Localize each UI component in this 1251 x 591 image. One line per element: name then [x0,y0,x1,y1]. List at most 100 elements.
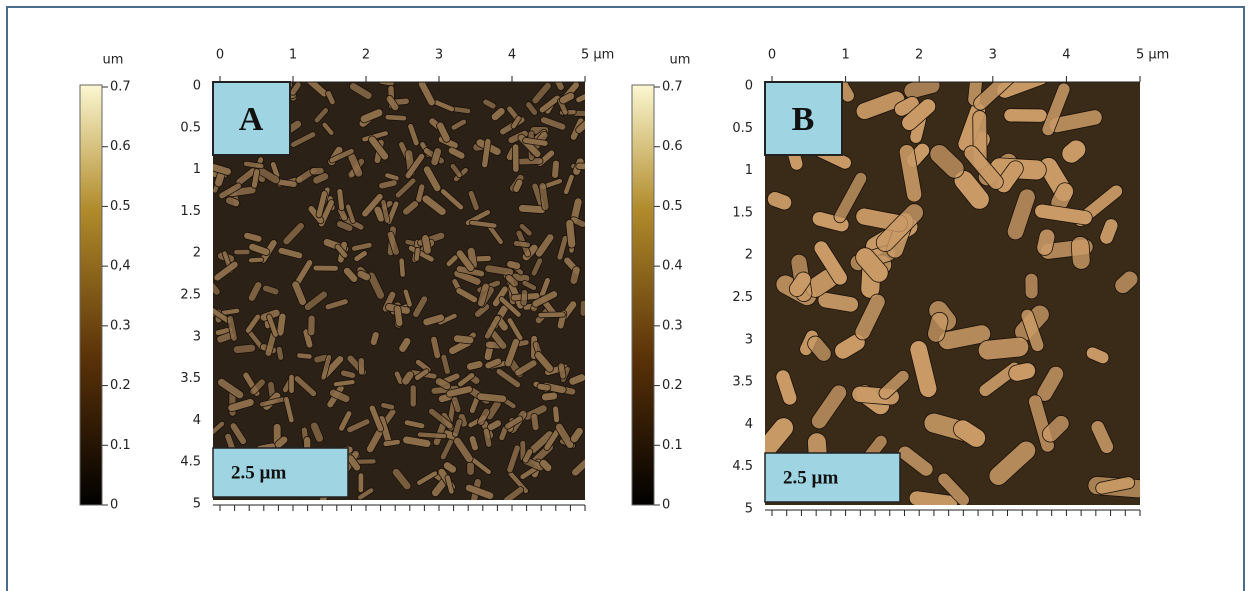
cell [342,266,359,283]
cell [973,82,1022,111]
y-tick-label: 1 [193,162,201,177]
y-tick-label: 1 [745,163,753,178]
cell [504,273,519,288]
cell [213,260,239,282]
colorbar-tick-label: 0.7 [110,80,131,95]
cell [225,196,241,208]
cell [380,199,391,224]
cell [274,435,289,449]
x-tick-label: 2 [362,48,370,63]
x-tick-label: 2 [915,48,923,63]
colorbar-tick-label: 0.2 [662,378,683,393]
cell [855,247,889,283]
cell [249,378,266,396]
cell [937,324,992,351]
cell [476,392,508,403]
cell [386,230,400,256]
cell [579,299,585,317]
cell [929,144,965,179]
cell [345,203,356,224]
cell [927,311,949,343]
cell [302,328,314,349]
cell [530,257,544,277]
cell [409,384,417,408]
cell [901,98,937,131]
cell [512,178,524,193]
cell [1095,476,1136,495]
colorbar-tick-label: 0.6 [662,139,683,154]
cell [368,404,385,433]
cell [369,331,380,346]
x-tick-label: 1 [841,48,849,63]
cell [1061,139,1087,164]
panel-label: B [792,101,815,138]
cell [977,336,1030,361]
cell [428,407,454,430]
cell [393,370,404,385]
y-tick-label: 2 [745,248,753,263]
cell [557,362,567,380]
x-tick-label: 0 [216,48,224,63]
cell [359,108,384,124]
cell [248,242,271,256]
x-tick-label: 5 µm [1136,48,1169,63]
cell [520,289,529,307]
cell [452,334,475,345]
colorbar-tick-label: 0.1 [662,438,683,453]
cell [512,240,531,248]
colorbar-tick-label: 0 [110,498,118,513]
cell [436,121,451,143]
cell [449,163,463,179]
cell [402,200,419,216]
cell [416,431,448,440]
cell [813,240,848,286]
cell [898,144,923,203]
cell [521,279,537,291]
cell [275,346,285,361]
cell [217,377,245,400]
cell [445,385,473,398]
y-tick-label: 2.5 [732,290,753,305]
cell [313,107,329,124]
cell [498,296,522,318]
colorbar-tick-label: 0.1 [110,438,131,453]
cell [351,242,373,252]
cell [909,340,938,398]
cell [277,247,304,260]
cell [1041,82,1071,137]
colorbar-tick-label: 0.5 [110,199,131,214]
cell [394,177,417,199]
cell [452,418,463,438]
cell [514,359,538,377]
panel-label-box [212,81,291,156]
cell [788,271,812,297]
cell [878,369,910,400]
cell [510,115,522,130]
cell [353,250,368,262]
cell [474,303,491,318]
cell [329,388,351,404]
cell [482,98,497,110]
y-tick-label: 2 [193,246,201,261]
cell [357,357,366,376]
cell [551,159,560,179]
cell [309,166,325,176]
cell [484,314,501,340]
colorbar-tick-label: 0 [662,498,670,513]
cell [570,216,585,228]
colorbar-tick-label: 0.5 [662,199,683,214]
y-tick-label: 5 [745,502,753,517]
cell [953,419,987,448]
cell [575,119,585,134]
cell [518,223,533,237]
cell [504,415,524,430]
cell [340,369,357,379]
cell [303,290,328,311]
cell [504,337,520,368]
y-tick-label: 1.5 [180,204,201,219]
cell [536,382,552,392]
cell [482,427,493,448]
cell [450,118,467,131]
cell [811,384,848,430]
